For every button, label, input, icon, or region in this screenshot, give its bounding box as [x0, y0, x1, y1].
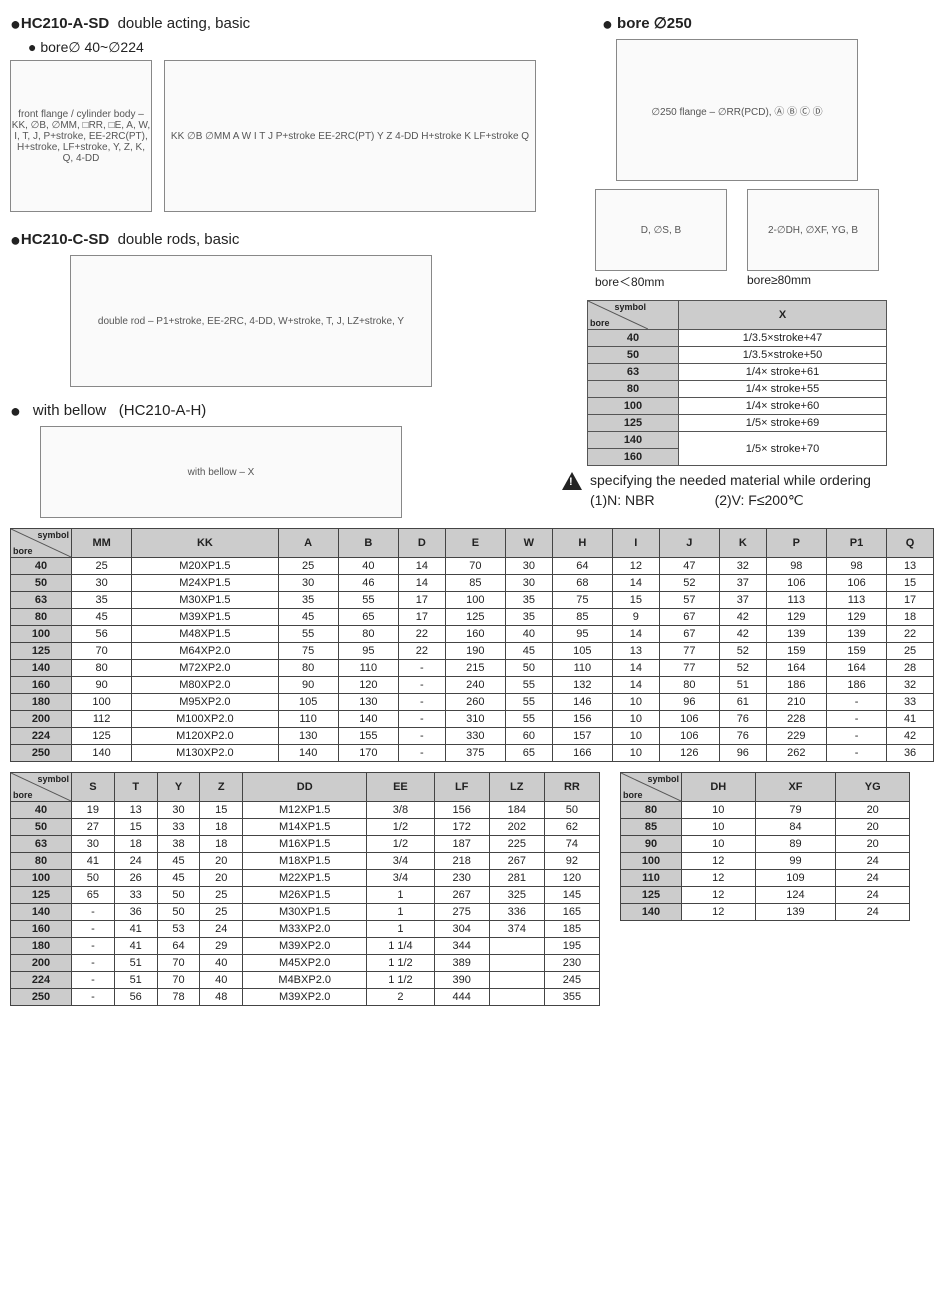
sec1-title: ●HC210-A-SD double acting, basic — [10, 14, 550, 35]
x-table: boresymbol X 401/3.5×stroke+47501/3.5×st… — [587, 300, 887, 466]
spec-table-2: boresymbolSTYZDDEELFLZRR 4019133015M12XP… — [10, 772, 600, 1006]
diagram-cylinder-side: KK ∅B ∅MM A W I T J P+stroke EE-2RC(PT) … — [164, 60, 536, 212]
diagram-double-rod: double rod – P1+stroke, EE-2RC, 4-DD, W+… — [70, 255, 432, 387]
diagram-bellow: with bellow – X — [40, 426, 402, 518]
sec2-title: ●HC210-C-SD double rods, basic — [10, 230, 550, 251]
material-note: ! specifying the needed material while o… — [562, 472, 912, 509]
cap-ge80: bore≥80mm — [747, 273, 879, 287]
spec-table-3: boresymbolDHXFYG 80107920851084209010892… — [620, 772, 910, 921]
sec4-title: ● bore ∅250 — [602, 14, 912, 35]
sec3-title: ●with bellow (HC210-A-H) — [10, 401, 550, 422]
diagram-ge80: 2-∅DH, ∅XF, YG, B — [747, 189, 879, 271]
spec-table-1: boresymbolMMKKABDEWHIJKPP1Q 4025M20XP1.5… — [10, 528, 934, 762]
cap-lt80: bore＜80mm — [595, 273, 727, 290]
diagram-flange-front: front flange / cylinder body – KK, ∅B, ∅… — [10, 60, 152, 212]
diagram-lt80: D, ∅S, B — [595, 189, 727, 271]
diagram-250-flange: ∅250 flange – ∅RR(PCD), Ⓐ Ⓑ Ⓒ Ⓓ — [616, 39, 858, 181]
sec1-sub: ● bore∅ 40~∅224 — [28, 39, 550, 56]
warning-icon: ! — [562, 472, 582, 490]
